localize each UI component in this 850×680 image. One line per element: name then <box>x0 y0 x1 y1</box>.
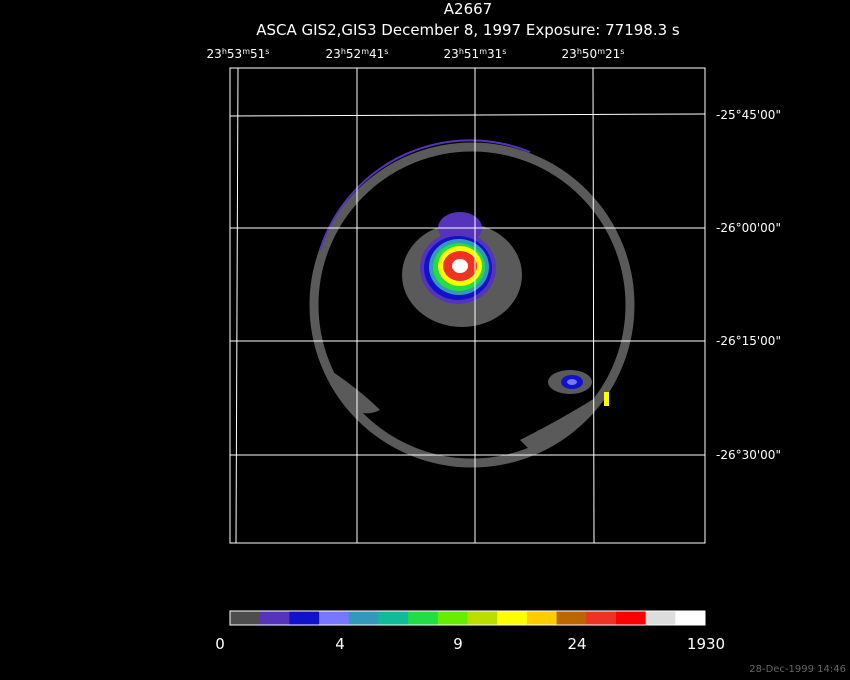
colorbar-cell <box>645 611 676 625</box>
colorbar-cell <box>615 611 647 625</box>
cluster-core <box>452 259 468 273</box>
colorbar-frame <box>229 610 706 626</box>
ra-value: 51 <box>464 47 479 61</box>
frame <box>229 67 706 544</box>
grid-line <box>592 67 595 544</box>
ra-label: 23h50m21s <box>562 47 625 62</box>
dec-label: -26°00'00" <box>716 221 781 235</box>
dec-label: -25°45'00" <box>716 108 781 122</box>
ra-value: 21 <box>605 47 620 61</box>
grid-line <box>229 113 706 117</box>
ra-value: 52 <box>346 47 361 61</box>
ra-label: 23h51m31s <box>444 47 507 62</box>
gray-patch <box>330 370 380 414</box>
ra-value: 23 <box>444 47 459 61</box>
ra-unit: s <box>502 47 506 56</box>
colorbar: 0 4 9 24 1930 <box>215 610 725 653</box>
dec-label: -26°15'00" <box>716 334 781 348</box>
dec-labels: -25°45'00" -26°00'00" -26°15'00" -26°30'00" <box>716 108 781 462</box>
ra-unit: m <box>242 47 250 56</box>
ra-unit: s <box>620 47 624 56</box>
ra-unit: s <box>265 47 269 56</box>
colorbar-cell <box>467 611 498 625</box>
ra-value: 50 <box>582 47 597 61</box>
source <box>567 379 577 385</box>
coordinate-grid <box>229 67 706 544</box>
ra-unit: h <box>577 47 582 56</box>
colorbar-label: 24 <box>567 635 586 653</box>
dec-label: -26°30'00" <box>716 448 781 462</box>
colorbar-cell <box>289 611 320 625</box>
ra-unit: h <box>341 47 346 56</box>
colorbar-label: 1930 <box>687 635 725 653</box>
ra-unit: m <box>597 47 605 56</box>
ra-unit: h <box>459 47 464 56</box>
ra-value: 23 <box>562 47 577 61</box>
ra-value: 41 <box>369 47 384 61</box>
ra-value: 53 <box>227 47 242 61</box>
colorbar-cell <box>437 611 468 625</box>
ra-label: 23h53m51s <box>207 47 270 62</box>
ra-value: 23 <box>207 47 222 61</box>
timestamp: 28-Dec-1999 14:46 <box>749 664 846 675</box>
edge-hotspot <box>604 392 609 406</box>
subtitle: ASCA GIS2,GIS3 December 8, 1997 Exposure… <box>256 21 680 39</box>
ra-value: 23 <box>326 47 341 61</box>
ra-unit: m <box>479 47 487 56</box>
colorbar-cell <box>348 611 379 625</box>
colorbar-cell <box>586 611 617 625</box>
ra-label: 23h52m41s <box>326 47 389 62</box>
colorbar-cell <box>378 611 409 625</box>
colorbar-cell <box>408 611 439 625</box>
colorbar-label: 9 <box>453 635 463 653</box>
ra-value: 31 <box>487 47 502 61</box>
colorbar-label: 0 <box>215 635 225 653</box>
ra-unit: m <box>361 47 369 56</box>
ra-labels: 23h53m51s 23h52m41s 23h51m31s 23h50m21s <box>207 47 625 62</box>
colorbar-cell <box>230 611 261 625</box>
colorbar-cell <box>319 611 350 625</box>
grid-line <box>235 67 239 544</box>
colorbar-cell <box>675 611 706 625</box>
ring-edge <box>319 139 531 251</box>
colorbar-cell <box>526 611 558 625</box>
colorbar-cell <box>259 611 290 625</box>
colorbar-cell <box>497 611 528 625</box>
ra-unit: h <box>222 47 227 56</box>
ra-value: 51 <box>250 47 265 61</box>
gray-patch <box>520 395 600 450</box>
colorbar-label: 4 <box>335 635 345 653</box>
exposure-ring <box>309 142 635 468</box>
ra-unit: s <box>384 47 388 56</box>
title: A2667 <box>444 0 492 18</box>
colorbar-cell <box>556 611 587 625</box>
